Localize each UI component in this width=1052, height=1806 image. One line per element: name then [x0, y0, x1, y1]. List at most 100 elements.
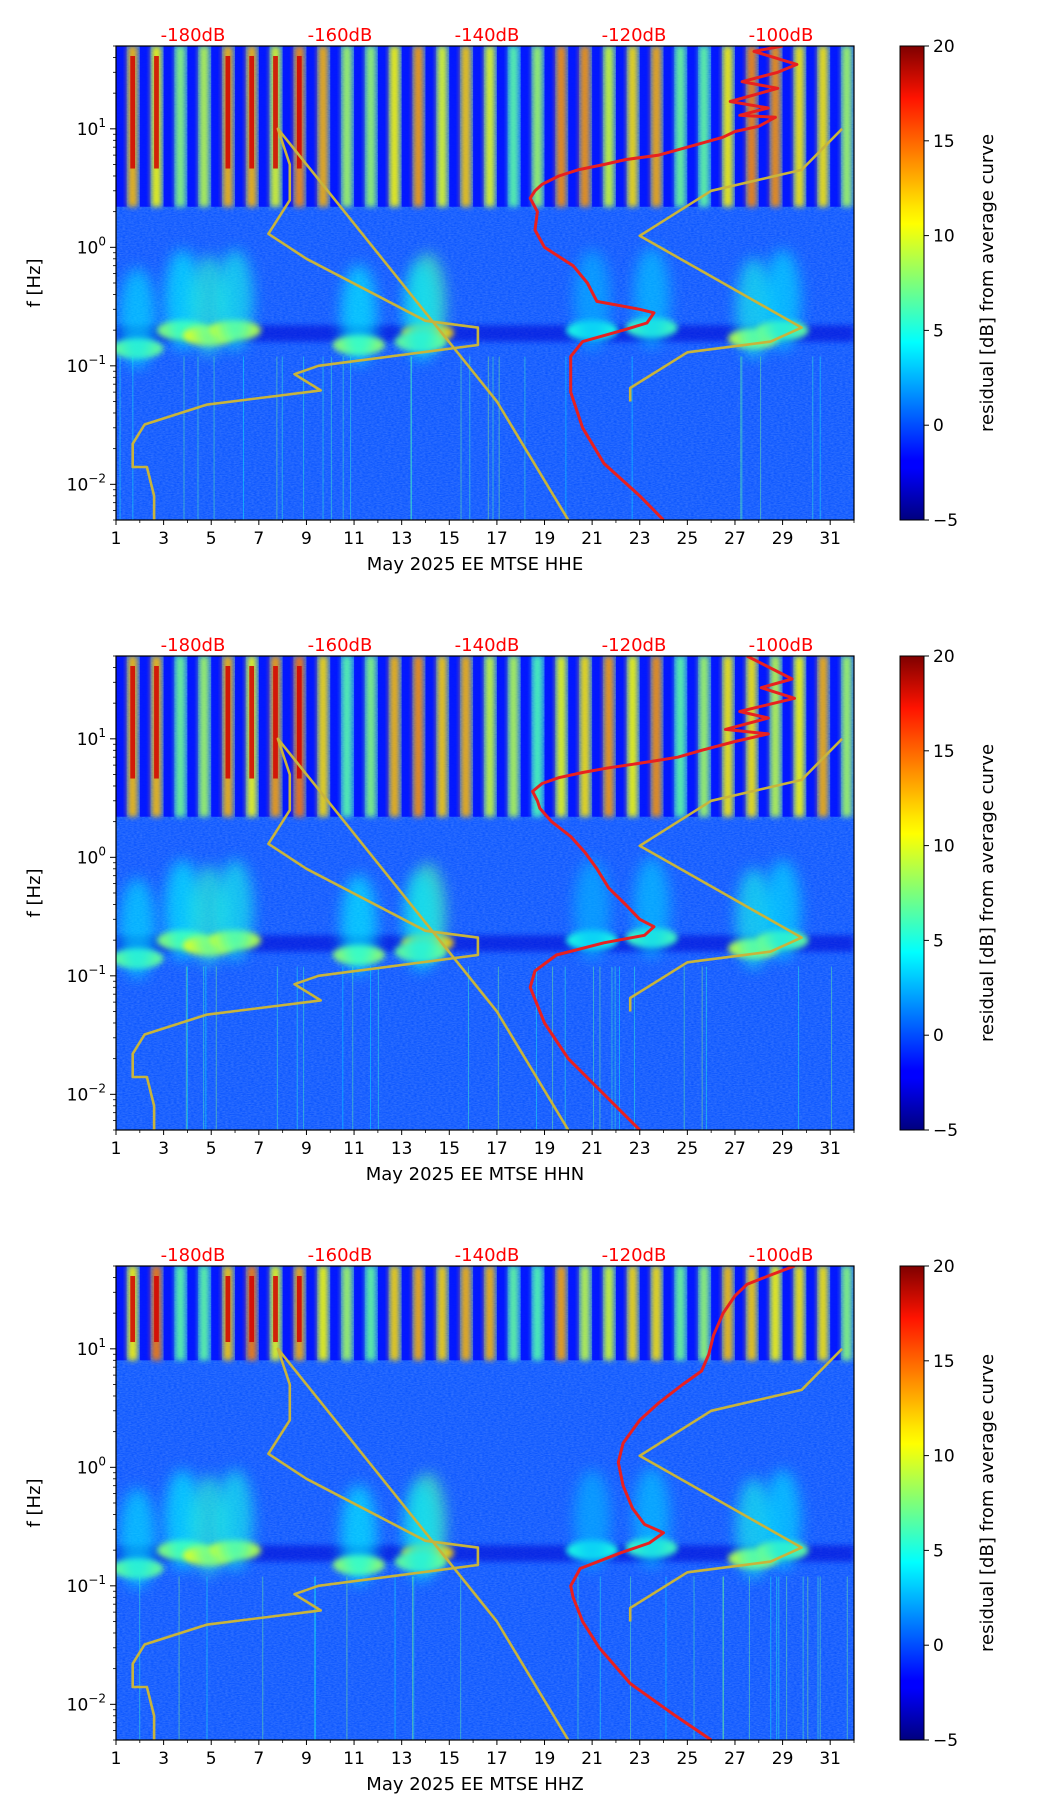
night-strip	[163, 1266, 175, 1361]
day-strip	[770, 1266, 781, 1361]
colorbar-tick-label: 15	[933, 132, 955, 152]
x-tick-label: 13	[391, 1139, 413, 1159]
night-strip	[449, 1266, 461, 1361]
day-strip	[508, 1266, 519, 1361]
x-tick-label: 17	[486, 529, 508, 549]
reference-psd-line	[628, 127, 844, 402]
day-strip	[794, 46, 805, 207]
day-strip	[365, 656, 376, 817]
storm-plume	[633, 1467, 670, 1568]
night-strip	[496, 656, 508, 817]
storm-plume	[574, 859, 611, 960]
y-tick-label: 10−1	[67, 1573, 106, 1597]
night-strip	[354, 1266, 365, 1361]
x-axis-label: May 2025 EE MTSE HHZ	[366, 1774, 583, 1795]
x-tick-label: 15	[438, 1139, 460, 1159]
db-scale-label: -120dB	[602, 25, 667, 46]
day-strip	[556, 1266, 566, 1361]
x-tick-label: 15	[438, 529, 460, 549]
day-strip	[532, 46, 543, 207]
x-tick-label: 19	[534, 529, 556, 549]
night-strip	[116, 656, 127, 817]
y-tick-label: 10−1	[67, 963, 106, 987]
station-psd-line	[528, 656, 796, 1130]
day-strip	[675, 1266, 685, 1361]
day-strip-peak	[225, 1276, 231, 1343]
day-strip-peak	[249, 56, 255, 169]
db-scale-label: -120dB	[602, 1245, 667, 1266]
reference-psd-line	[131, 127, 570, 520]
day-strip-peak	[154, 56, 159, 169]
day-strip	[199, 1266, 209, 1361]
x-tick-label: 21	[581, 1139, 603, 1159]
day-strip-peak	[154, 1276, 159, 1343]
night-strip	[663, 1266, 675, 1361]
night-strip	[758, 1266, 770, 1361]
x-tick-label: 17	[486, 1139, 508, 1159]
x-tick-label: 29	[772, 529, 794, 549]
db-scale-label: -140dB	[455, 25, 520, 46]
x-tick-label: 31	[819, 1749, 841, 1769]
db-scale-label: -180dB	[161, 635, 226, 656]
spectrogram-image	[116, 656, 854, 1130]
night-strip	[830, 46, 841, 207]
x-tick-label: 5	[206, 1139, 217, 1159]
y-tick-label: 101	[77, 726, 106, 750]
x-tick-label: 7	[253, 1139, 264, 1159]
colorbar	[899, 45, 925, 521]
day-strip	[604, 1266, 614, 1361]
x-axis-label: May 2025 EE MTSE HHE	[367, 554, 583, 575]
day-strip	[437, 656, 447, 817]
night-strip	[330, 1266, 341, 1361]
day-strip	[175, 1266, 186, 1361]
day-strip	[175, 46, 186, 207]
night-strip	[377, 1266, 389, 1361]
day-strip	[199, 46, 209, 207]
night-strip	[425, 656, 437, 817]
storm-plume	[764, 859, 801, 960]
night-strip	[758, 46, 770, 207]
colorbar-tick-label: 20	[933, 647, 955, 667]
storm-plume	[217, 859, 254, 960]
night-strip	[711, 1266, 722, 1361]
day-strip-peak	[273, 1276, 278, 1343]
night-strip	[568, 1266, 580, 1361]
day-strip	[437, 1266, 447, 1361]
colorbar-tick-label: −5	[933, 1731, 958, 1751]
colorbar-tick-label: 0	[933, 416, 944, 436]
night-strip	[425, 1266, 437, 1361]
day-strip	[746, 1266, 757, 1361]
night-strip	[711, 656, 722, 817]
night-strip	[377, 656, 389, 817]
x-tick-label: 27	[724, 529, 746, 549]
night-strip	[568, 46, 580, 207]
night-strip	[544, 1266, 556, 1361]
day-strip-peak	[273, 56, 278, 169]
x-tick-label: 9	[301, 1749, 312, 1769]
day-strip	[461, 1266, 471, 1361]
night-strip	[473, 46, 484, 207]
colorbar-tick-label: 10	[933, 1447, 955, 1467]
x-tick-label: 13	[391, 529, 413, 549]
night-strip	[544, 46, 556, 207]
day-strip	[627, 656, 638, 817]
night-strip	[258, 656, 270, 817]
day-strip-peak	[225, 666, 231, 779]
y-tick-label: 101	[77, 116, 106, 140]
spectrogram-image	[116, 46, 854, 520]
day-strip	[675, 656, 685, 817]
x-tick-label: 19	[534, 1749, 556, 1769]
colorbar-tick-label: 0	[933, 1636, 944, 1656]
day-strip	[318, 1266, 328, 1361]
night-strip	[806, 46, 818, 207]
reference-psd-line	[131, 737, 570, 1130]
night-strip	[187, 1266, 199, 1361]
day-strip-peak	[296, 56, 302, 169]
night-strip	[258, 46, 270, 207]
night-strip	[449, 656, 461, 817]
night-strip	[163, 656, 175, 817]
day-strip-peak	[130, 56, 136, 169]
day-strip	[651, 1266, 662, 1361]
night-strip	[116, 46, 127, 207]
day-strip	[604, 656, 614, 817]
